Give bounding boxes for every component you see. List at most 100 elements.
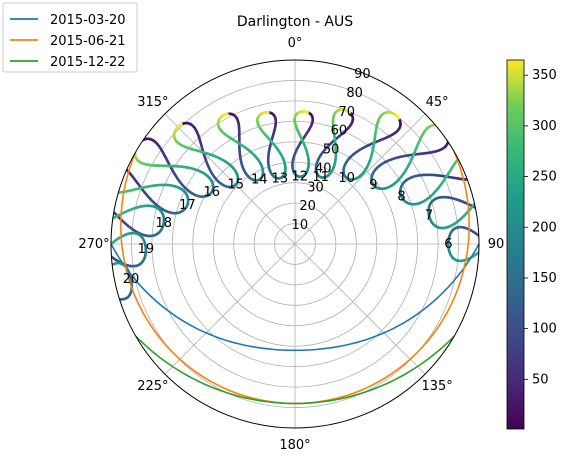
analemma-segment <box>497 234 500 236</box>
analemma-segment <box>178 122 183 127</box>
analemma-segment <box>477 155 479 161</box>
analemma-segment <box>458 153 464 159</box>
analemma-segment <box>89 262 92 264</box>
analemma-segment <box>460 151 466 157</box>
analemma-segment <box>346 110 351 114</box>
analemma-segment <box>72 260 73 262</box>
analemma-segment <box>482 161 483 164</box>
colorbar-tick-label: 250 <box>532 170 557 185</box>
analemma-segment <box>111 190 114 194</box>
radial-tick-labels: 10 20 30 40 50 60 70 80 90 <box>292 67 371 233</box>
analemma-segment <box>105 268 108 270</box>
analemma-segment <box>97 254 100 257</box>
analemma-segment <box>474 198 479 205</box>
analemma-segment <box>86 198 88 199</box>
colorbar-tick-label: 300 <box>532 119 557 134</box>
analemma-segment <box>484 240 487 243</box>
analemma-segment <box>108 168 110 170</box>
analemma-segment <box>67 275 69 276</box>
analemma-segment <box>501 188 503 190</box>
analemma-segment <box>504 192 505 194</box>
analemma-segment <box>486 213 489 214</box>
analemma-segment <box>488 188 490 190</box>
analemma-segment <box>442 127 447 133</box>
hour-label: 6 <box>444 237 452 252</box>
analemma-segment <box>502 230 504 232</box>
analemma-segment <box>489 214 492 215</box>
analemma-segment <box>106 170 107 172</box>
analemma-segment <box>67 304 69 306</box>
analemma-segment <box>481 194 483 197</box>
analemma-segment <box>71 307 73 308</box>
analemma-segment <box>469 150 475 154</box>
analemma-segment <box>481 174 482 176</box>
analemma-segment <box>477 248 479 254</box>
analemma-segment <box>99 199 102 201</box>
hour-label: 17 <box>179 198 196 213</box>
analemma-segment <box>84 200 86 202</box>
hour-label: 10 <box>338 171 355 186</box>
hour-label: 19 <box>138 242 155 257</box>
analemma-segment <box>89 291 91 294</box>
angular-gridline <box>164 243 296 375</box>
analemma-segment <box>475 175 479 180</box>
analemma-segment <box>504 212 505 214</box>
angular-tick-label: 225° <box>137 379 168 394</box>
analemma-segment <box>474 151 479 156</box>
analemma-segment <box>473 176 479 181</box>
hour-label: 13 <box>272 171 289 186</box>
analemma-segment <box>505 210 506 212</box>
analemma-segment <box>104 175 105 178</box>
analemma-segment <box>504 257 506 258</box>
analemma-segment <box>76 236 78 237</box>
colorbar-tick-label: 50 <box>532 372 549 387</box>
analemma-segment <box>483 164 484 167</box>
hour-label: 15 <box>227 178 244 193</box>
analemma-segment <box>502 214 504 215</box>
analemma-segment <box>98 276 100 279</box>
analemma-segment <box>103 271 105 274</box>
analemma-segment <box>111 296 117 300</box>
analemma-segment <box>445 131 449 137</box>
analemma-segment <box>483 191 485 193</box>
analemma-segment <box>499 254 502 256</box>
analemma-segment <box>84 265 86 266</box>
angular-gridline <box>164 113 296 245</box>
analemma-segment <box>99 224 102 225</box>
analemma-segment <box>116 163 122 167</box>
hour-label: 12 <box>291 170 308 185</box>
analemma-segment <box>92 259 95 261</box>
analemma-segment <box>71 243 72 246</box>
angular-tick-label: 180° <box>279 438 310 453</box>
radial-tick-label: 80 <box>346 86 363 101</box>
hour-label: 7 <box>425 209 433 224</box>
angular-tick-labels: 0° 45° 90 135° 180° 225° 270° 315° <box>78 36 504 453</box>
analemma-segment <box>118 164 124 168</box>
analemma-segment <box>64 277 65 279</box>
analemma-segment <box>481 159 482 161</box>
analemma-segment <box>100 273 102 276</box>
hour-label: 18 <box>155 216 172 231</box>
analemma-segment <box>105 294 108 296</box>
analemma-segment <box>105 187 106 189</box>
analemma-segment <box>86 226 88 227</box>
analemma-segment <box>75 276 78 277</box>
analemma-segment <box>492 215 495 216</box>
hour-label: 14 <box>251 173 268 188</box>
analemma-segment <box>95 256 98 259</box>
colorbar-tick-label: 150 <box>532 271 557 286</box>
analemma-segment <box>87 264 90 266</box>
analemma-segment <box>81 207 82 210</box>
analemma-segment <box>497 186 499 187</box>
analemma-segment <box>436 124 442 128</box>
analemma-segment <box>84 224 86 225</box>
radial-tick-label: 10 <box>292 218 309 233</box>
analemma-segment <box>396 115 401 120</box>
analemma-segment <box>444 129 448 135</box>
radial-tick-label: 90 <box>354 67 371 82</box>
analemma-segment <box>101 200 104 202</box>
angular-tick-label: 45° <box>426 95 449 110</box>
colorbar-tick-label: 350 <box>532 68 557 83</box>
